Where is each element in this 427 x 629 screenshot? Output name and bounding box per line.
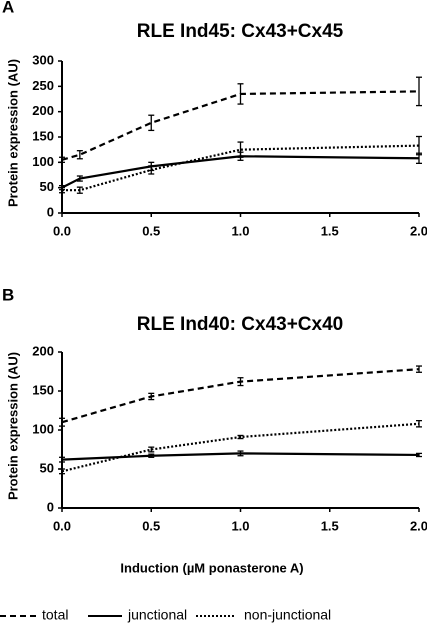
y-tick-label: 50 — [40, 460, 54, 475]
x-tick-label: 2.0 — [410, 518, 427, 533]
y-tick-label: 0 — [47, 204, 54, 219]
error-bar — [416, 135, 422, 156]
x-tick-label: 0.0 — [53, 518, 71, 533]
y-tick-label: 200 — [32, 343, 54, 358]
x-tick-label: 0.0 — [53, 223, 71, 238]
x-tick-label: 2.0 — [410, 223, 427, 238]
error-bar — [237, 377, 244, 387]
error-bar — [148, 114, 155, 132]
error-bar — [59, 417, 65, 427]
error-bar — [148, 392, 155, 401]
y-tick-label: 0 — [47, 499, 54, 514]
chart-title: RLE Ind40: Cx43+Cx40 — [137, 314, 343, 335]
x-tick-label: 1.5 — [321, 223, 339, 238]
error-bar — [237, 83, 244, 105]
y-axis-label: Protein expression (AU) — [5, 352, 20, 500]
y-tick-label: 200 — [32, 103, 54, 118]
error-bar — [76, 175, 83, 182]
error-bar — [148, 453, 155, 458]
error-bar — [237, 434, 244, 440]
series-line — [61, 368, 420, 424]
series-line — [61, 155, 420, 189]
error-bar — [416, 419, 422, 428]
error-bar — [416, 76, 422, 107]
error-bar — [59, 456, 65, 463]
error-bar — [416, 452, 422, 458]
error-bar — [59, 468, 65, 475]
error-bar — [237, 450, 244, 457]
error-bar — [59, 156, 65, 163]
x-tick-label: 1.5 — [321, 518, 339, 533]
error-bar — [416, 365, 422, 373]
error-bar — [76, 150, 83, 160]
x-tick-label: 0.5 — [142, 223, 160, 238]
series-line — [61, 452, 420, 461]
y-tick-label: 250 — [32, 78, 54, 93]
series-line — [61, 422, 420, 473]
series-line — [61, 90, 420, 161]
error-bar — [237, 141, 244, 158]
y-tick-label: 300 — [32, 52, 54, 67]
error-bar — [59, 187, 65, 194]
error-bar — [76, 186, 83, 194]
legend-label: junctional — [127, 607, 187, 623]
y-tick-label: 100 — [32, 154, 54, 169]
y-tick-label: 50 — [40, 179, 54, 194]
x-tick-label: 1.0 — [231, 223, 249, 238]
legend-label: total — [42, 607, 68, 623]
y-tick-label: 150 — [32, 128, 54, 143]
error-bar — [148, 165, 155, 175]
y-tick-label: 100 — [32, 421, 54, 436]
chart-title: RLE Ind45: Cx43+Cx45 — [137, 21, 344, 42]
y-axis-label: Protein expression (AU) — [5, 59, 20, 207]
legend-label: non-junctional — [244, 607, 331, 623]
panel-label: A — [2, 0, 14, 16]
x-tick-label: 1.0 — [231, 518, 249, 533]
y-tick-label: 150 — [32, 382, 54, 397]
x-axis-label: Induction (µM ponasterone A) — [120, 560, 303, 575]
error-bar — [148, 446, 155, 453]
x-tick-label: 0.5 — [142, 518, 160, 533]
panel-label: B — [2, 285, 14, 304]
